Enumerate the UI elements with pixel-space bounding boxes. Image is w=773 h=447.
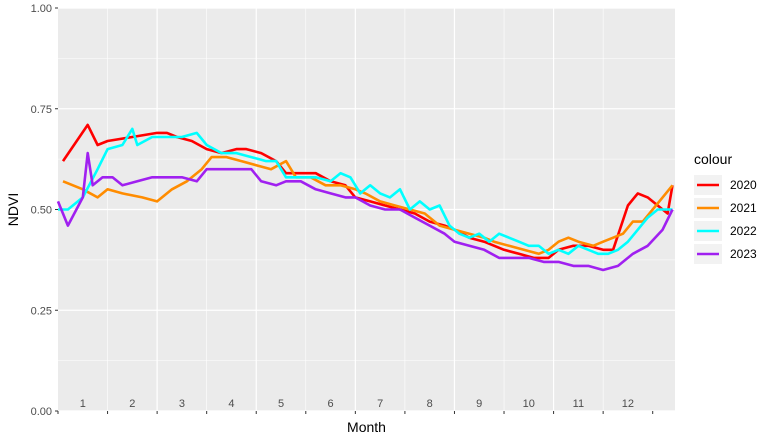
y-tick-label: 0.75 bbox=[31, 104, 52, 116]
x-month-label: 6 bbox=[328, 398, 334, 410]
y-axis-title: NDVI bbox=[5, 193, 21, 226]
series-line-2022 bbox=[58, 127, 673, 256]
x-month-label: 11 bbox=[573, 398, 584, 410]
x-month-label: 7 bbox=[377, 398, 383, 410]
x-axis-title: Month bbox=[347, 419, 386, 435]
legend-label-2022: 2022 bbox=[730, 224, 757, 238]
grid-layer bbox=[58, 7, 675, 412]
legend-label-2023: 2023 bbox=[730, 247, 757, 261]
x-month-label: 2 bbox=[129, 398, 135, 410]
series-layer bbox=[56, 123, 674, 272]
legend-label-2020: 2020 bbox=[730, 178, 757, 192]
series-line-2023 bbox=[56, 151, 674, 272]
legend: colour 2020 2021 2022 2023 bbox=[694, 151, 757, 264]
y-tick-label: 0.25 bbox=[31, 305, 52, 317]
x-month-label: 12 bbox=[622, 398, 634, 410]
y-tick-label: 0.00 bbox=[31, 406, 52, 418]
legend-label-2021: 2021 bbox=[730, 201, 757, 215]
legend-title: colour bbox=[694, 151, 732, 167]
series-line-2020 bbox=[61, 123, 674, 260]
x-axis: 1 2 3 4 5 6 7 8 9 10 11 12 bbox=[57, 398, 654, 414]
y-axis: 0.00 0.25 0.50 0.75 1.00 bbox=[31, 3, 58, 418]
x-month-label: 5 bbox=[278, 398, 284, 410]
x-month-label: 4 bbox=[228, 398, 234, 410]
y-tick-label: 0.50 bbox=[31, 205, 52, 217]
x-month-label: 10 bbox=[523, 398, 535, 410]
y-tick-label: 1.00 bbox=[31, 3, 52, 15]
x-month-label: 3 bbox=[179, 398, 185, 410]
x-month-label: 9 bbox=[476, 398, 482, 410]
x-month-label: 8 bbox=[427, 398, 433, 410]
x-month-label: 1 bbox=[80, 398, 86, 410]
series-line-2021 bbox=[62, 155, 674, 256]
